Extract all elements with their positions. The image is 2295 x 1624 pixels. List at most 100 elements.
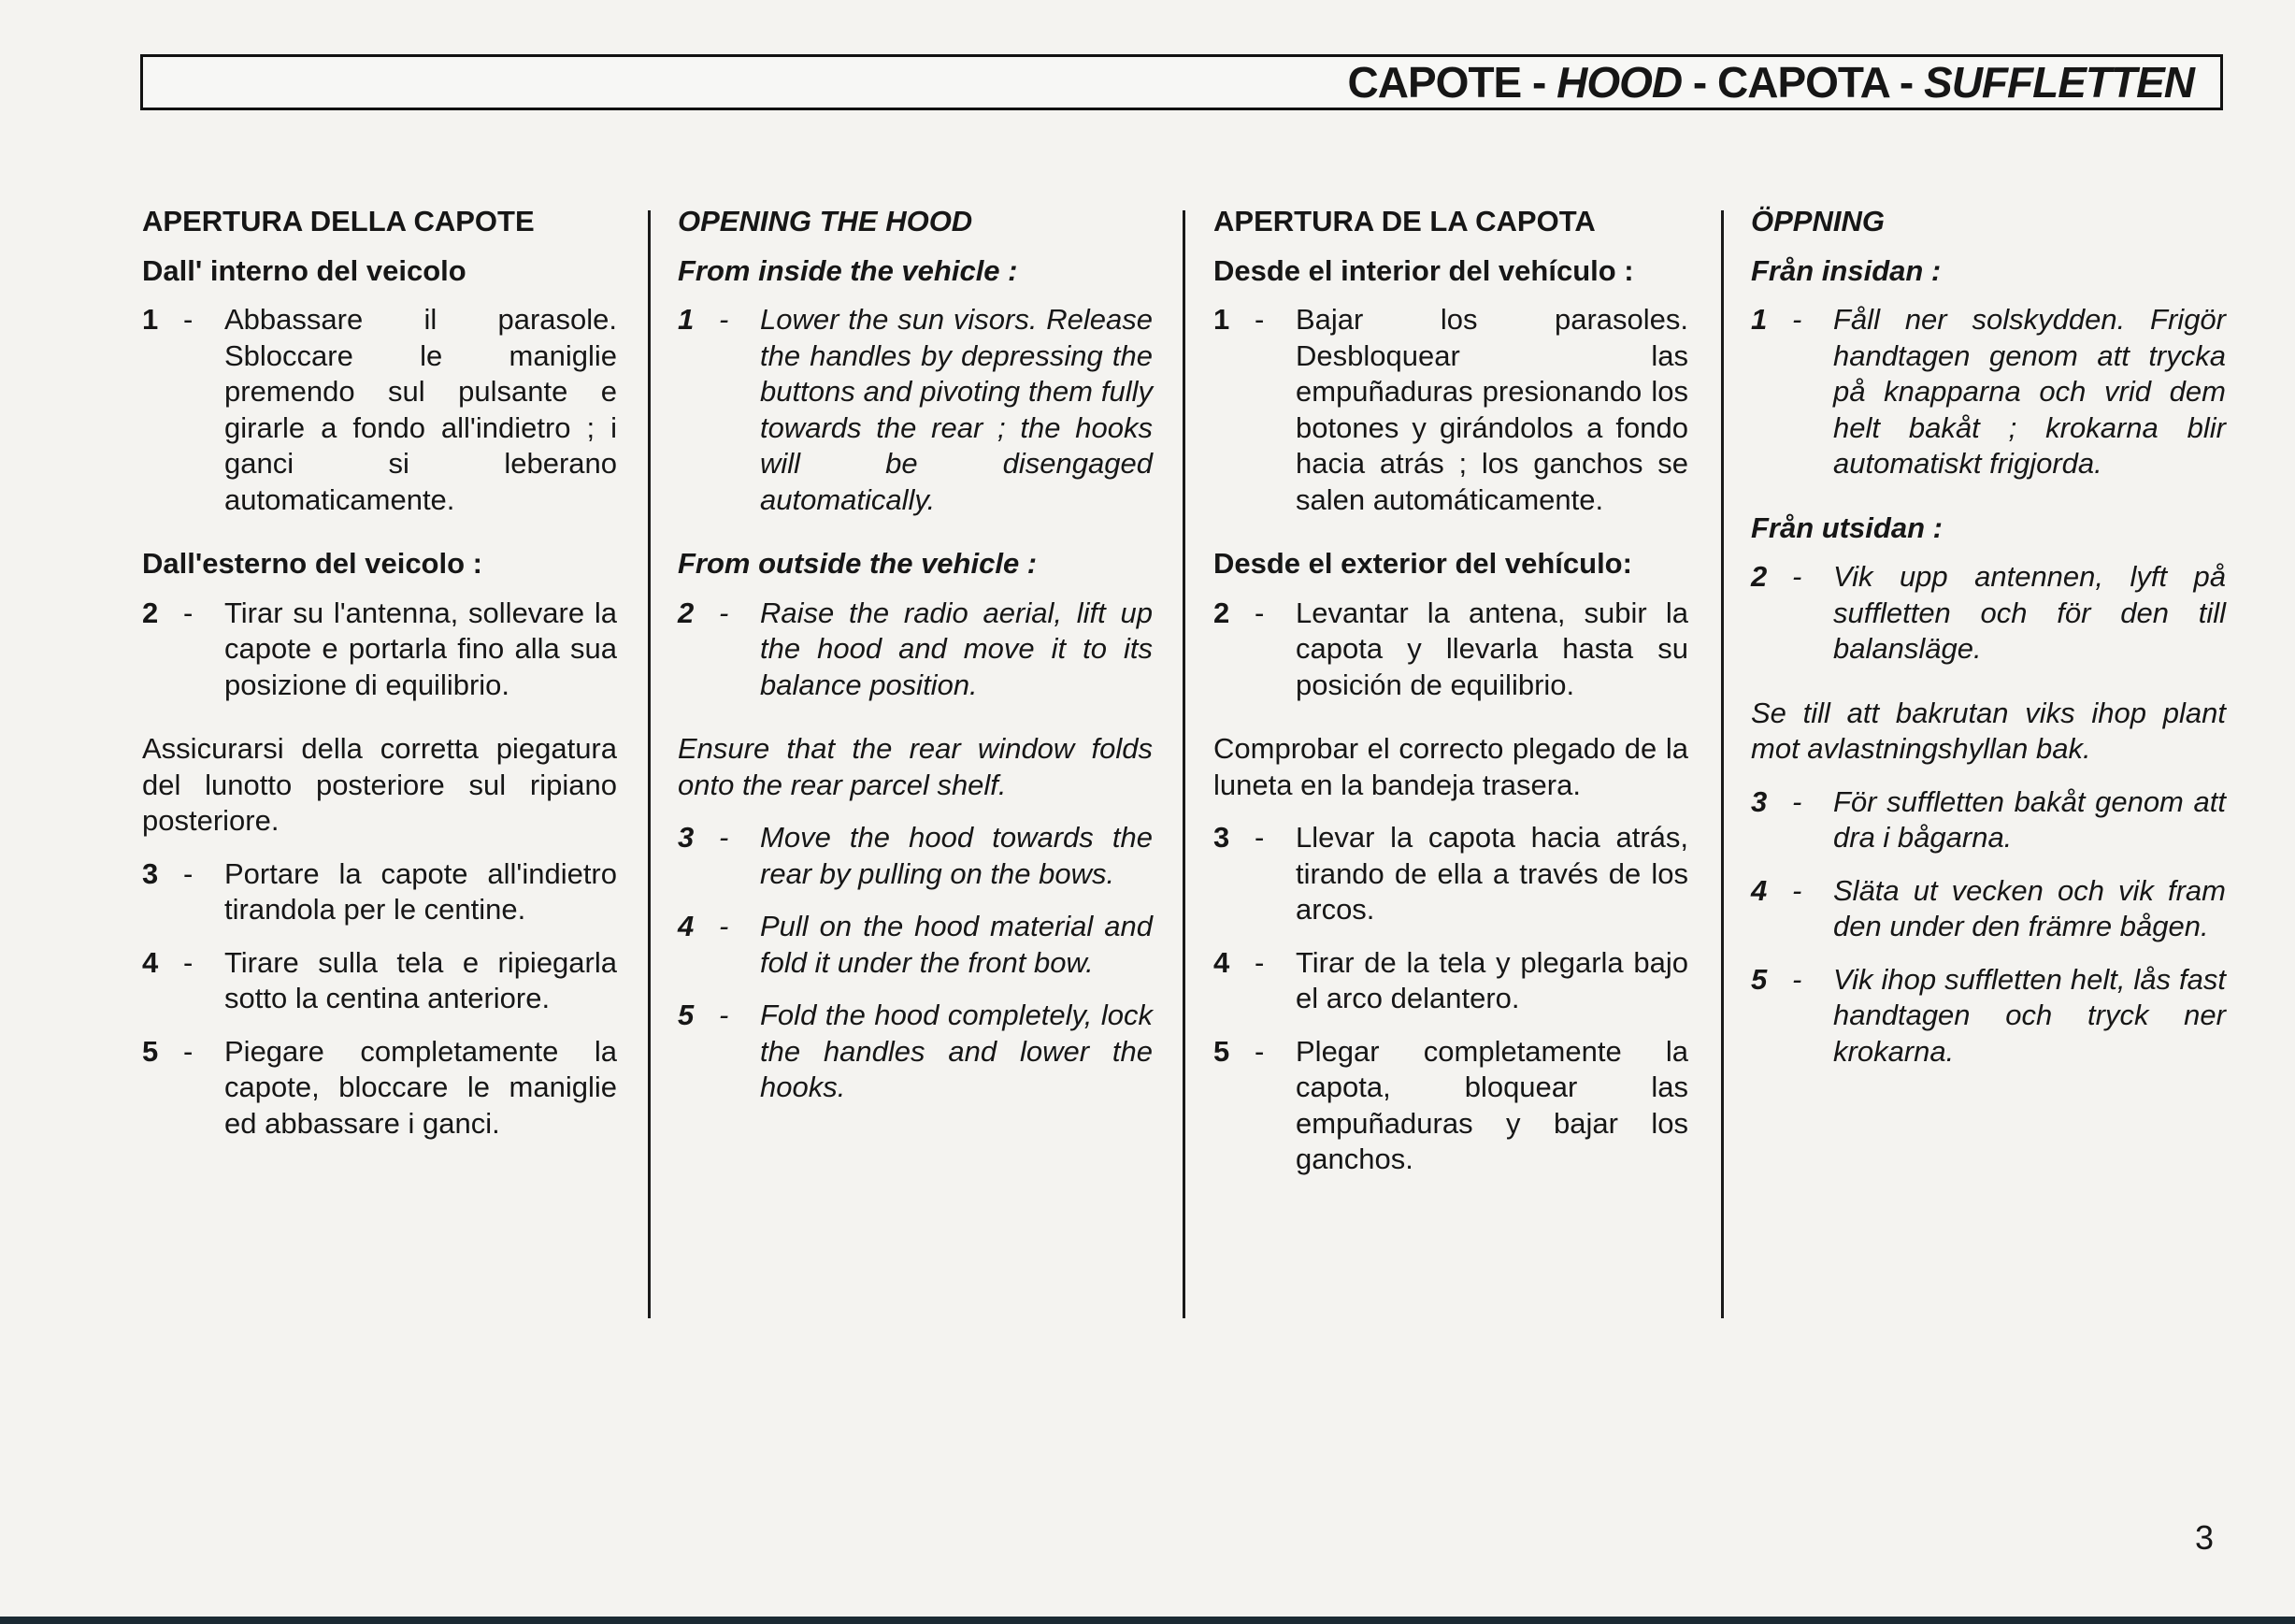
subheading-outside: Desde el exterior del vehículo: xyxy=(1213,547,1632,580)
step-text: Tirar su l'antenna, sollevare la capote … xyxy=(224,596,617,701)
step-dash: - xyxy=(1255,1034,1265,1068)
note-paragraph: Assicurarsi della corretta piegatura del… xyxy=(142,732,617,837)
step-text: Llevar la capota hacia atrás, tirando de… xyxy=(1296,821,1688,926)
step-dash: - xyxy=(183,596,194,629)
step-number: 4 xyxy=(678,910,695,942)
step-text: Raise the radio aerial, lift up the hood… xyxy=(760,596,1153,701)
step-text: Pull on the hood material and fold it un… xyxy=(760,910,1153,979)
title-sv: SUFFLETTEN xyxy=(1924,58,2195,107)
step-dash: - xyxy=(1792,784,1802,818)
step-item: 1- Fåll ner solskydden. Frigör handtagen … xyxy=(1751,302,2226,482)
section-heading: ÖPPNING xyxy=(1751,205,1885,237)
note-paragraph: Ensure that the rear window folds onto t… xyxy=(678,732,1153,801)
section-heading: APERTURA DELLA CAPOTE xyxy=(142,205,535,237)
step-dash: - xyxy=(1255,596,1265,629)
step-dash: - xyxy=(1792,962,1802,996)
step-text: Move the hood towards the rear by pullin… xyxy=(760,821,1153,890)
note-paragraph: Comprobar el correcto plegado de la lune… xyxy=(1213,732,1688,801)
step-dash: - xyxy=(183,1034,194,1068)
step-number: 1 xyxy=(1751,303,1768,336)
step-dash: - xyxy=(1792,560,1802,593)
step-item: 4- Tirar de la tela y plegarla bajo el ar… xyxy=(1213,945,1688,1017)
step-text: Tirar de la tela y plegarla bajo el arco… xyxy=(1296,945,1688,1015)
step-item: 1- Abbassare il parasole. Sbloccare le ma… xyxy=(142,302,617,518)
column-divider xyxy=(648,210,651,1318)
step-number: 2 xyxy=(1213,596,1230,629)
step-text: Tirare sulla tela e ripiegarla sotto la … xyxy=(224,945,617,1015)
step-text: Fold the hood completely, lock the handl… xyxy=(760,999,1153,1103)
step-dash: - xyxy=(1255,945,1265,979)
step-item: 5- Plegar completamente la capota, bloque… xyxy=(1213,1034,1688,1178)
step-text: Bajar los parasoles. Desbloquear las emp… xyxy=(1296,303,1688,516)
step-item: 2- Vik upp antennen, lyft på suffletten o… xyxy=(1751,559,2226,668)
step-number: 4 xyxy=(142,945,159,979)
step-text: För suffletten bakåt genom att dra i båg… xyxy=(1833,784,2226,855)
step-item: 1- Bajar los parasoles. Desbloquear las e… xyxy=(1213,302,1688,518)
subheading-inside: Desde el interior del vehículo : xyxy=(1213,253,1634,287)
step-dash: - xyxy=(719,999,729,1031)
step-text: Piegare completamente la capote, bloccar… xyxy=(224,1034,617,1140)
step-number: 1 xyxy=(142,303,159,336)
step-number: 2 xyxy=(678,596,695,629)
step-text: Abbassare il parasole. Sbloccare le mani… xyxy=(224,303,617,516)
page-number: 3 xyxy=(2195,1518,2215,1557)
step-text: Portare la capote all'indietro tirandola… xyxy=(224,856,617,927)
step-item: 4- Släta ut vecken och vik fram den under… xyxy=(1751,873,2226,945)
step-number: 5 xyxy=(678,999,695,1031)
step-dash: - xyxy=(719,821,729,854)
step-number: 3 xyxy=(678,821,695,854)
title-en: HOOD xyxy=(1556,58,1683,107)
title-sep: - xyxy=(1521,58,1557,107)
note-paragraph: Se till att bakrutan viks ihop plant mot… xyxy=(1751,696,2226,766)
step-dash: - xyxy=(1255,821,1265,854)
step-text: Fåll ner solskydden. Frigör handtagen ge… xyxy=(1833,303,2226,480)
step-item: 3- Move the hood towards the rear by pull… xyxy=(678,820,1153,892)
step-dash: - xyxy=(1792,873,1802,907)
subheading-inside: Från insidan : xyxy=(1751,253,1942,287)
step-dash: - xyxy=(183,303,194,336)
subheading-outside: Dall'esterno del veicolo : xyxy=(142,547,482,580)
column-divider xyxy=(1183,210,1185,1318)
step-item: 5- Vik ihop suffletten helt, lås fast han… xyxy=(1751,962,2226,1071)
step-item: 2- Tirar su l'antenna, sollevare la capot… xyxy=(142,596,617,704)
step-item: 2- Raise the radio aerial, lift up the ho… xyxy=(678,596,1153,704)
step-dash: - xyxy=(719,596,729,629)
title-sep: - xyxy=(1888,58,1925,107)
title-sep: - xyxy=(1682,58,1718,107)
title-es: CAPOTA xyxy=(1717,58,1889,107)
step-text: Lower the sun visors. Release the handle… xyxy=(760,303,1153,516)
column-divider xyxy=(1721,210,1724,1318)
step-number: 1 xyxy=(1213,303,1230,336)
column-it: APERTURA DELLA CAPOTE Dall' interno del v… xyxy=(142,204,617,1142)
step-dash: - xyxy=(719,910,729,942)
section-title: CAPOTE - HOOD - CAPOTA - SUFFLETTEN xyxy=(1347,58,2195,107)
step-number: 2 xyxy=(142,596,159,629)
column-sv: ÖPPNING Från insidan :1- Fåll ner solskydd… xyxy=(1751,204,2226,1070)
title-it: CAPOTE xyxy=(1347,58,1523,107)
step-number: 1 xyxy=(678,303,695,336)
step-text: Vik ihop suffletten helt, lås fast handt… xyxy=(1833,962,2226,1068)
step-item: 3- För suffletten bakåt genom att dra i b… xyxy=(1751,784,2226,856)
step-item: 1- Lower the sun visors. Release the hand… xyxy=(678,302,1153,518)
subheading-inside: Dall' interno del veicolo xyxy=(142,253,466,287)
page-edge xyxy=(0,1617,2295,1624)
subheading-inside: From inside the vehicle : xyxy=(678,253,1018,287)
step-dash: - xyxy=(183,945,194,979)
step-dash: - xyxy=(1792,303,1802,336)
step-dash: - xyxy=(183,856,194,890)
step-item: 4- Pull on the hood material and fold it … xyxy=(678,909,1153,981)
step-item: 5- Piegare completamente la capote, blocc… xyxy=(142,1034,617,1143)
subheading-outside: Från utsidan : xyxy=(1751,510,1943,544)
step-number: 5 xyxy=(142,1034,159,1068)
step-dash: - xyxy=(719,303,729,336)
step-number: 5 xyxy=(1751,962,1768,996)
step-number: 3 xyxy=(1751,784,1768,818)
step-dash: - xyxy=(1255,303,1265,336)
step-number: 5 xyxy=(1213,1034,1230,1068)
step-number: 3 xyxy=(142,856,159,890)
step-item: 2- Levantar la antena, subir la capota y … xyxy=(1213,596,1688,704)
step-number: 2 xyxy=(1751,560,1768,593)
section-heading: OPENING THE HOOD xyxy=(678,205,973,237)
column-es: APERTURA DE LA CAPOTA Desde el interior d… xyxy=(1213,204,1688,1178)
step-item: 3- Portare la capote all'indietro tirando… xyxy=(142,856,617,928)
